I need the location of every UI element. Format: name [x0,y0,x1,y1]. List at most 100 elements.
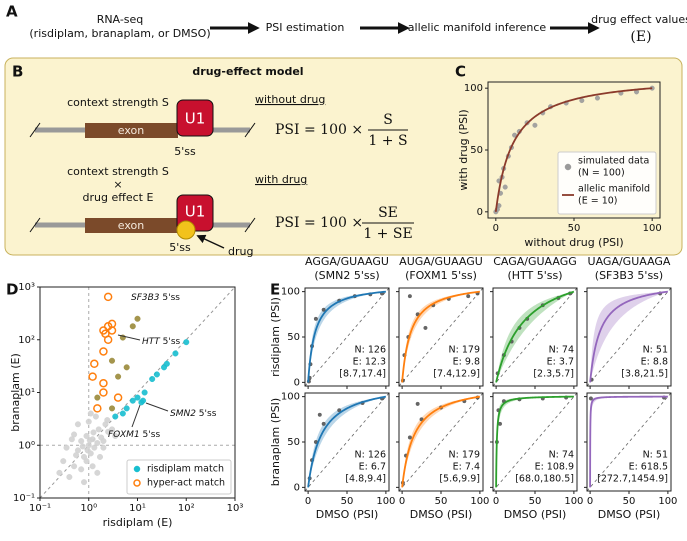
column-subtitle: (SMN2 5'ss) [314,269,379,282]
fit-label: E: 12.3 [353,357,386,368]
break [29,122,41,138]
column-subtitle: (SF3B3 5'ss) [595,269,663,282]
data-point [91,444,98,451]
break [29,217,41,233]
x-tick-label: 10³ [227,503,244,514]
x-tick-label: 50 [435,496,448,507]
fit-label: N: 126 [355,450,386,461]
fit-label: N: 74 [549,345,574,356]
y-axis-label: risdiplam (PSI) [269,297,282,377]
data-point [140,397,147,404]
fit-label: E: 108.9 [535,462,574,473]
manifold-curve [495,395,574,488]
pipeline-step: (risdiplam, branaplam, or DMSO) [29,27,210,40]
y-tick-label: 0 [294,377,300,388]
data-point [313,316,318,321]
x-tick-label: 0 [587,496,593,507]
x-tick-label: 50 [623,496,636,507]
x-tick-label: 0 [493,223,499,234]
fit-label: N: 179 [449,345,480,356]
manifold-curve [494,87,653,212]
data-point [103,292,113,302]
y-tick-label: 10² [18,335,35,346]
x-axis-label: DMSO (PSI) [504,508,567,521]
data-point [83,432,90,439]
legend-swatch [133,479,141,487]
data-point [89,463,96,470]
data-point [317,412,322,417]
exon [85,123,178,138]
formula-lhs: PSI = 100 × [275,122,363,138]
x-axis-label: DMSO (PSI) [316,508,379,521]
data-point [84,447,91,454]
data-point [94,469,101,476]
fit-label: N: 51 [643,450,668,461]
drug-label: drug [228,245,253,258]
annotation-gene: HTT [142,337,161,347]
data-point [183,339,190,346]
y-tick-label: 0 [477,207,483,218]
data-point [78,438,85,445]
x-axis-label: DMSO (PSI) [598,508,661,521]
data-point [109,357,116,364]
ss-label: 5'ss [169,241,191,254]
fit-label: E: 8.8 [641,357,668,368]
column-title: AUGA/GUAAGU [399,255,483,268]
effect-label: drug effect E [83,191,154,204]
manifold-curve [307,290,386,383]
x-tick-label: 0 [399,496,405,507]
confidence-band [308,291,386,383]
annotation-suffix: 5'ss [160,337,181,347]
confidence-band [308,396,386,488]
fit-label: E: 7.4 [453,462,480,473]
fit-label: [8.7,17.4] [339,369,386,380]
pipeline-step: drug effect values [591,13,687,26]
data-point [579,98,585,104]
data-point [112,432,119,439]
data-point [79,443,86,450]
annotation-gene: FOXM1 [108,430,140,440]
fit-label: N: 51 [643,345,668,356]
data-point [100,438,107,445]
data-point [104,417,111,424]
condition-heading: with drug [255,173,307,186]
data-point [153,371,160,378]
break [244,122,256,138]
manifold-curve [589,290,669,383]
fit-label: [68.0,180.5] [515,474,574,485]
data-point [94,394,101,401]
x-tick-label: 100 [658,496,677,507]
data-point [96,453,103,460]
data-point [101,329,110,338]
y-tick-label: 50 [287,437,300,448]
fit-label: [2.3,5.7] [533,369,574,380]
data-point [93,404,102,413]
data-point [109,405,116,412]
confidence-band [496,396,574,488]
data-point [163,360,170,367]
times: × [113,178,122,191]
legend-detail: (E = 10) [578,196,618,207]
data-point [78,466,85,473]
data-point [588,396,593,401]
data-point [532,122,538,128]
x-tick-label: 100 [376,496,395,507]
data-point [115,373,122,380]
y-tick-label: 50 [287,332,300,343]
annotation: FOXM1 5'ss [108,430,160,440]
column-title: UAGA/GUAAGA [588,255,671,268]
model-title: drug-effect model [192,65,303,78]
data-point [60,458,67,465]
annotation-leader [117,334,141,341]
data-point [415,401,420,406]
y-tick-label: 100 [281,287,300,298]
data-point [119,410,126,417]
fit-label: E: 618.5 [629,462,668,473]
x-tick-label: 50 [529,496,542,507]
data-point [407,294,412,299]
data-point [94,440,101,447]
manifold-curve [401,395,481,488]
data-point [321,421,326,426]
confidence-band [402,291,480,383]
